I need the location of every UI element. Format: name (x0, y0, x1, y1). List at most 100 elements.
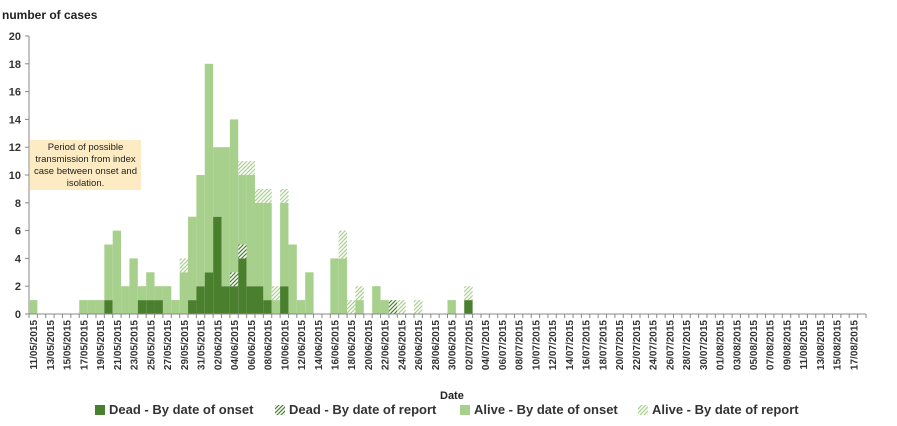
x-tick-label: 17/05/2015 (79, 320, 90, 370)
bar-alive-report (347, 300, 356, 314)
bar-dead-onset (464, 300, 473, 314)
x-tick-label: 25/05/2015 (146, 320, 157, 370)
bar-alive-report (414, 300, 423, 314)
x-tick-label: 29/05/2015 (180, 320, 191, 370)
x-tick-label: 08/06/2015 (264, 320, 275, 370)
legend-item-dead-report: Dead - By date of report (275, 402, 436, 417)
legend-swatch-alive-report (638, 404, 648, 415)
bar-alive-onset (330, 258, 339, 314)
y-tick-label: 14 (9, 114, 22, 126)
x-tick-label: 31/05/2015 (197, 320, 208, 370)
bar-alive-onset (146, 272, 155, 301)
x-tick-label: 28/06/2015 (431, 320, 442, 370)
bar-dead-onset (280, 286, 289, 314)
x-tick-label: 09/08/2015 (782, 320, 793, 370)
x-tick-label: 13/05/2015 (46, 320, 57, 370)
x-tick-label: 02/06/2015 (213, 320, 224, 370)
bar-alive-onset (254, 202, 264, 287)
bar-alive-onset (29, 300, 38, 314)
x-tick-label: 11/08/2015 (799, 320, 810, 370)
bars-group (29, 63, 473, 314)
bar-alive-onset (188, 216, 197, 301)
bar-alive-onset (104, 244, 113, 301)
x-tick-label: 07/08/2015 (766, 320, 777, 370)
x-tick-label: 18/06/2015 (347, 320, 358, 370)
y-tick-label: 0 (15, 309, 21, 321)
bar-dead-report (388, 300, 398, 314)
x-tick-label: 22/07/2015 (632, 320, 643, 370)
bar-alive-onset (112, 230, 122, 314)
y-axis-title: number of cases (2, 8, 98, 22)
bar-alive-onset (121, 286, 130, 314)
x-tick-label: 08/07/2015 (515, 320, 526, 370)
x-tick-label: 12/06/2015 (297, 320, 308, 370)
x-tick-label: 24/06/2015 (397, 320, 408, 370)
y-tick-label: 16 (9, 87, 21, 99)
bar-alive-report (238, 161, 247, 175)
y-tick-label: 6 (15, 226, 21, 238)
x-tick-label: 13/08/2015 (816, 320, 827, 370)
legend-label-dead-report: Dead - By date of report (289, 402, 437, 417)
bar-alive-report (254, 188, 264, 203)
bar-dead-onset (154, 300, 163, 314)
x-tick-label: 14/07/2015 (565, 320, 576, 370)
x-tick-label: 24/07/2015 (649, 320, 660, 370)
bar-alive-onset (338, 258, 348, 314)
bar-dead-onset (204, 272, 214, 314)
bar-alive-onset (95, 300, 105, 314)
y-tick-label: 12 (9, 142, 21, 154)
x-tick-label: 17/08/2015 (849, 320, 860, 370)
y-axis: 0 2 4 6 8 10 12 14 16 18 20 (9, 31, 30, 321)
legend-item-alive-report: Alive - By date of report (638, 402, 799, 417)
x-tick-label: 10/06/2015 (280, 320, 291, 370)
bar-dead-onset (188, 300, 197, 314)
bar-alive-onset (171, 300, 180, 314)
x-tick-label: 05/08/2015 (749, 320, 760, 370)
x-tick-label: 01/08/2015 (716, 320, 727, 370)
legend: Dead - By date of onset Dead - By date o… (95, 402, 855, 418)
y-tick-label: 4 (15, 253, 22, 265)
x-tick-label: 20/06/2015 (364, 320, 375, 370)
x-tick-label: 06/07/2015 (498, 320, 509, 370)
bar-dead-report (238, 244, 247, 259)
bar-alive-onset (137, 286, 147, 301)
y-tick-label: 2 (15, 281, 21, 293)
x-tick-label: 22/06/2015 (381, 320, 392, 370)
bar-dead-onset (238, 258, 247, 314)
bar-dead-onset (263, 300, 272, 314)
bar-dead-onset (246, 286, 255, 314)
x-tick-label: 03/08/2015 (732, 320, 743, 370)
bar-dead-report (229, 272, 239, 287)
x-tick-label: 06/06/2015 (247, 320, 258, 370)
x-tick-label: 18/07/2015 (598, 320, 609, 370)
bar-dead-onset (213, 216, 222, 314)
x-tick-label: 15/08/2015 (833, 320, 844, 370)
bar-alive-onset (305, 272, 314, 314)
x-tick-label: 15/05/2015 (63, 320, 74, 370)
bar-alive-onset (221, 147, 230, 287)
x-tick-label: 14/06/2015 (314, 320, 325, 370)
bar-alive-onset (372, 286, 381, 314)
legend-label-dead-onset: Dead - By date of onset (109, 402, 254, 417)
bar-dead-onset (229, 286, 239, 314)
bar-alive-onset (238, 175, 247, 245)
bar-alive-report (280, 188, 289, 203)
bar-alive-report (355, 286, 364, 301)
bar-dead-onset (104, 300, 113, 314)
x-tick-label: 10/07/2015 (531, 320, 542, 370)
x-tick-label: 04/07/2015 (481, 320, 492, 370)
x-tick-label: 02/07/2015 (464, 320, 475, 370)
bar-alive-onset (229, 119, 239, 273)
bar-alive-onset (129, 258, 138, 314)
bar-alive-onset (246, 175, 255, 287)
bar-alive-onset (79, 300, 88, 314)
bar-dead-onset (196, 286, 205, 314)
x-tick-label: 12/07/2015 (548, 320, 559, 370)
x-tick-label: 11/05/2015 (29, 320, 40, 370)
x-tick-label: 16/07/2015 (582, 320, 593, 370)
y-tick-label: 18 (9, 59, 21, 71)
x-tick-label: 04/06/2015 (230, 320, 241, 370)
bar-dead-onset (221, 286, 230, 314)
x-tick-label: 19/05/2015 (96, 320, 107, 370)
